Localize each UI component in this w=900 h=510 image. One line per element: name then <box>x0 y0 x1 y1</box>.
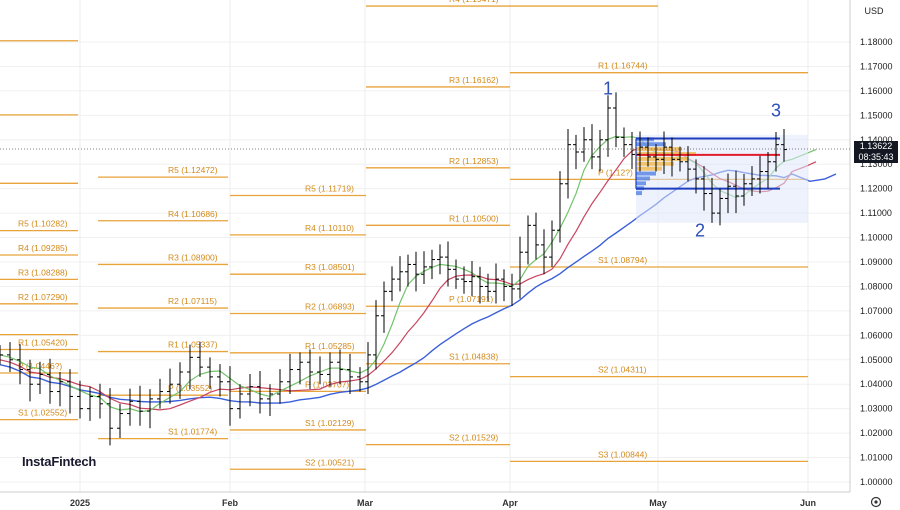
watermark-logo: InstaFintech <box>22 454 97 469</box>
volume-profile-bar <box>636 181 646 186</box>
y-tick-label: 1.10000 <box>860 233 893 243</box>
pivot-label: R5 (1.10282) <box>18 219 68 229</box>
y-tick-label: 1.16000 <box>860 86 893 96</box>
pivot-label: R1 (1.10500) <box>449 213 499 223</box>
y-tick-label: 1.09000 <box>860 257 893 267</box>
pivot-label: S1 (1.02552) <box>18 408 67 418</box>
wave-label: 3 <box>771 101 781 121</box>
pivot-label: R4 (1.10110) <box>305 223 354 233</box>
pivot-label: S1 (1.01774) <box>168 427 217 437</box>
y-tick-label: 1.08000 <box>860 281 893 291</box>
pivot-label: R3 (1.08501) <box>305 262 355 272</box>
settings-icon[interactable] <box>870 496 882 508</box>
pivot-label: R4 (1.19471) <box>449 0 499 4</box>
pivot-label: R1 (1.05285) <box>305 341 355 351</box>
candle-countdown: 08:35:43 <box>858 152 894 162</box>
pivot-label: R2 (1.07290) <box>18 292 68 302</box>
y-tick-label: 1.17000 <box>860 61 893 71</box>
wave-label: 2 <box>695 220 705 240</box>
x-tick-label: Jun <box>800 498 816 508</box>
y-tick-label: 1.00000 <box>860 477 893 487</box>
volume-profile <box>636 134 808 223</box>
volume-profile-bar <box>636 147 682 152</box>
y-tick-label: 1.03000 <box>860 404 893 414</box>
y-tick-label: 1.02000 <box>860 428 893 438</box>
x-tick-label: Mar <box>357 498 374 508</box>
y-tick-label: 1.14000 <box>860 135 893 145</box>
current-price-value: 1.13622 <box>859 141 893 151</box>
currency-selector[interactable]: USD <box>852 2 896 20</box>
pivot-label: S2 (1.01529) <box>449 433 498 443</box>
pivot-label: S1 (1.02129) <box>305 418 354 428</box>
y-tick-label: 1.12000 <box>860 184 893 194</box>
volume-profile-bar <box>636 161 674 166</box>
pivot-label: R3 (1.08900) <box>168 252 218 262</box>
x-axis: 2025 Feb Mar Apr May Jun <box>0 491 850 508</box>
pivot-label: R2 (1.12853) <box>449 156 499 166</box>
pivot-label: S1 (1.08794) <box>598 255 647 265</box>
pivot-label: P (1.12?) <box>598 167 633 177</box>
pivot-label: R1 (1.05337) <box>168 340 218 350</box>
x-tick-label: Feb <box>222 498 239 508</box>
volume-profile-bar <box>636 171 656 176</box>
pivot-label: P (1.03707) <box>305 379 349 389</box>
pivot-label: R4 (1.10686) <box>168 209 218 219</box>
y-tick-label: 1.01000 <box>860 453 893 463</box>
pivot-label: S3 (1.00844) <box>598 449 647 459</box>
volume-profile-bar <box>636 142 666 147</box>
y-tick-label: 1.05000 <box>860 355 893 365</box>
pivot-label: P (1.07191) <box>449 294 493 304</box>
y-axis: 1.18000 1.17000 1.16000 1.15000 1.14000 1.130… <box>849 0 893 492</box>
pivot-label: R5 (1.12472) <box>168 165 218 175</box>
pivot-label: R3 (1.16162) <box>449 75 499 85</box>
current-price-tag: 1.13622 08:35:43 <box>854 141 898 163</box>
candles <box>0 92 787 446</box>
x-tick-label: 2025 <box>70 498 90 508</box>
y-tick-label: 1.07000 <box>860 306 893 316</box>
pivot-label: R3 (1.08288) <box>18 267 68 277</box>
pivot-label: S2 (1.04311) <box>598 365 647 375</box>
pivot-label: R1 (1.05420) <box>18 338 68 348</box>
pivot-label: S1 (1.04838) <box>449 352 498 362</box>
pivot-label: R4 (1.09285) <box>18 243 68 253</box>
volume-profile-bar <box>636 191 642 196</box>
x-tick-label: Apr <box>502 498 518 508</box>
volume-profile-bar <box>636 176 650 181</box>
grid <box>0 0 850 492</box>
pivot-label: R2 (1.07115) <box>168 296 217 306</box>
y-tick-label: 1.06000 <box>860 330 893 340</box>
x-tick-label: May <box>649 498 667 508</box>
y-tick-label: 1.13000 <box>860 159 893 169</box>
y-tick-label: 1.11000 <box>860 208 892 218</box>
y-tick-label: 1.15000 <box>860 110 893 120</box>
y-tick-label: 1.18000 <box>860 37 893 47</box>
pivot-label: R1 (1.16744) <box>598 61 648 71</box>
pivot-label: R5 (1.11719) <box>305 184 354 194</box>
wave-label: 1 <box>603 79 613 99</box>
pivot-label: R2 (1.06893) <box>305 302 355 312</box>
y-tick-label: 1.04000 <box>860 379 893 389</box>
pivot-label: S2 (1.00521) <box>305 457 354 467</box>
volume-profile-bar <box>636 166 662 171</box>
